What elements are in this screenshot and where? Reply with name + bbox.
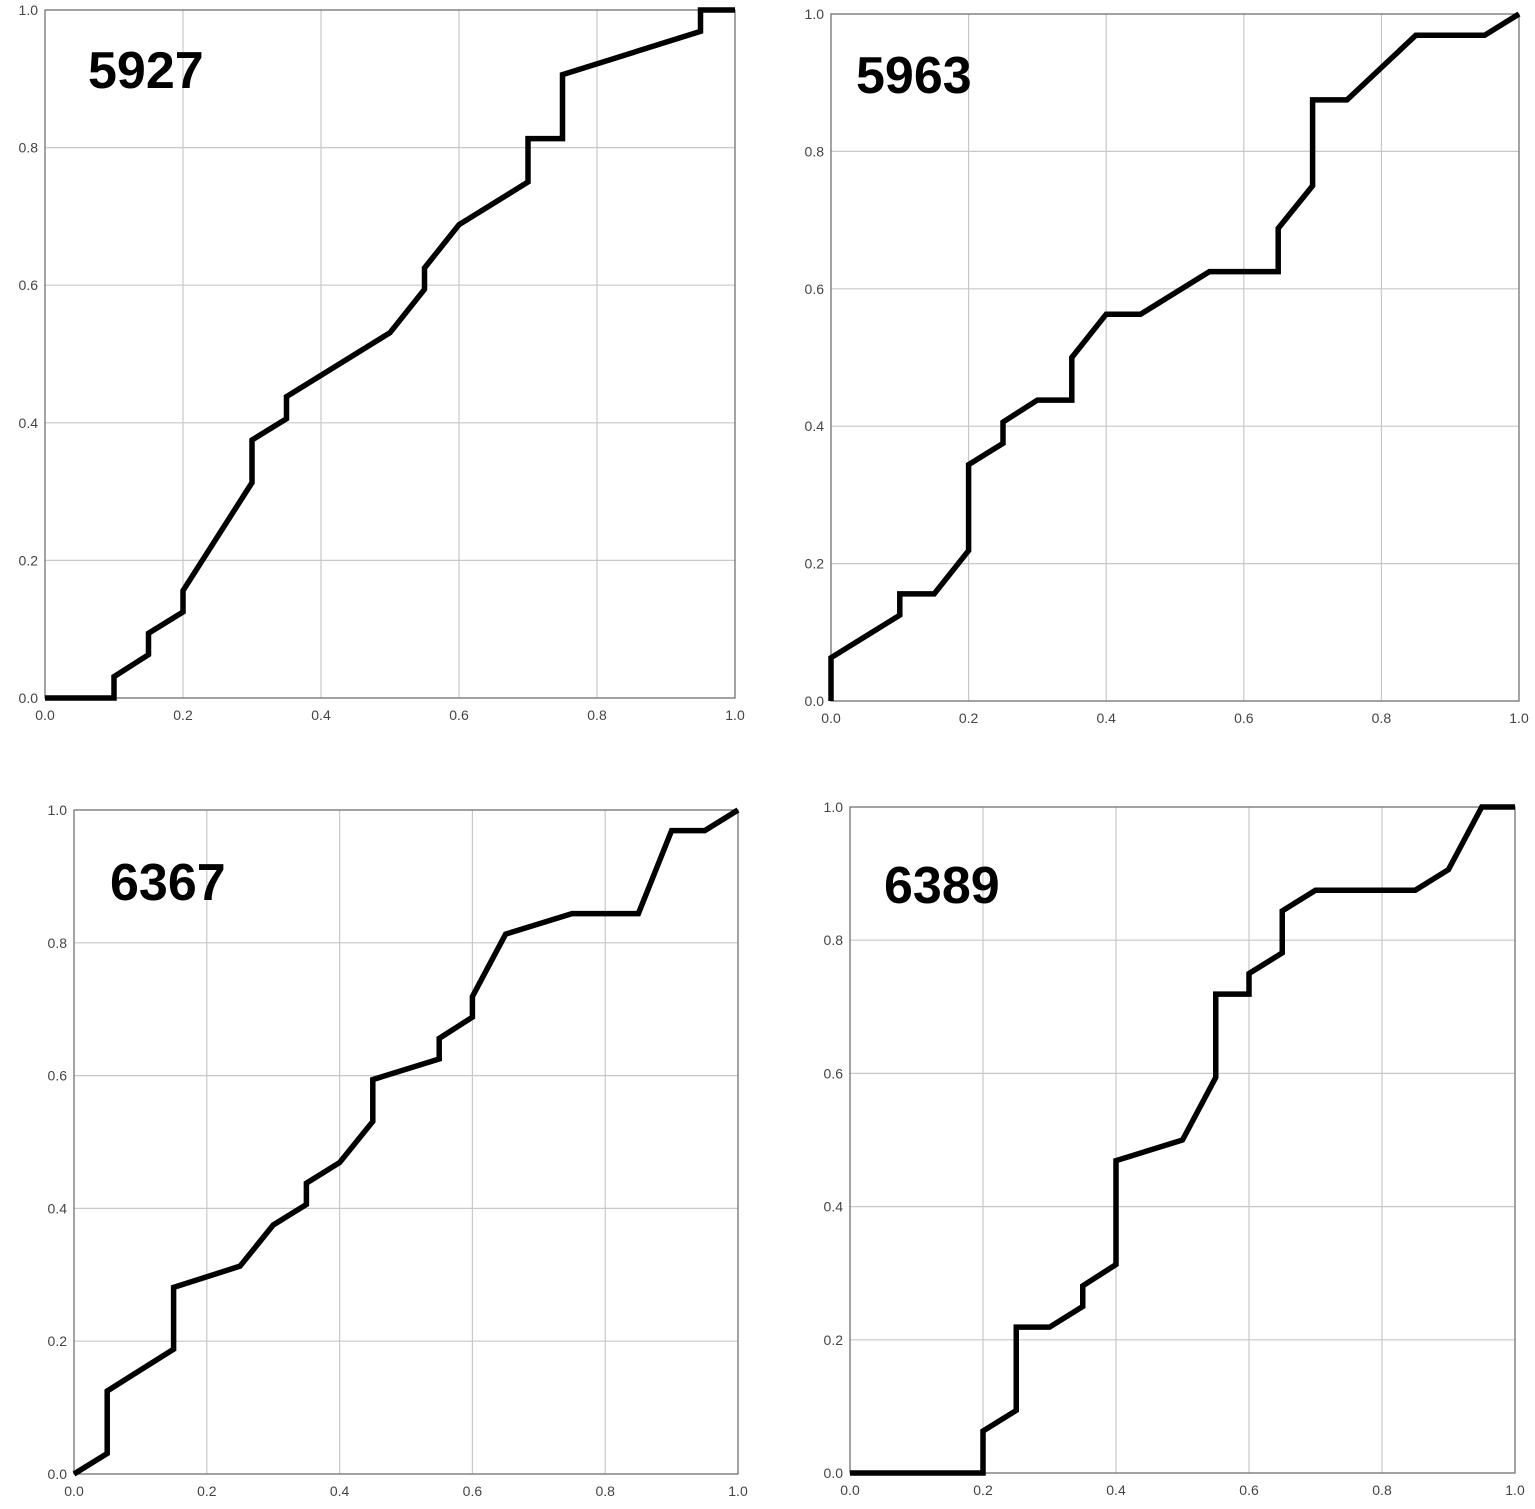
series-line — [850, 804, 1515, 1476]
y-tick-label: 0.0 — [48, 1466, 68, 1482]
x-tick-label: 1.0 — [725, 707, 745, 723]
y-tick-label: 0.6 — [48, 1068, 68, 1084]
y-tick-label: 0.4 — [19, 415, 39, 431]
x-tick-label: 0.6 — [449, 707, 469, 723]
y-tick-label: 0.6 — [805, 281, 825, 297]
y-tick-label: 0.0 — [824, 1465, 844, 1481]
x-tick-label: 0.8 — [587, 707, 607, 723]
chart-panel-3: 0.0 0.2 0.4 0.6 0.8 1.0 0.0 0.2 0.4 0.6 0.8 1.0 6367 — [48, 802, 748, 1499]
x-tick-label: 0.0 — [821, 710, 841, 726]
x-tick-label: 0.4 — [330, 1483, 350, 1499]
x-tick-label: 0.4 — [1106, 1482, 1126, 1498]
chart-panel-2: 0.0 0.2 0.4 0.6 0.8 1.0 0.0 0.2 0.4 0.6 0.8 1.0 5963 — [805, 6, 1529, 726]
x-tick-label: 1.0 — [1505, 1482, 1525, 1498]
y-tick-label: 0.4 — [824, 1199, 844, 1215]
y-tick-label: 1.0 — [48, 802, 68, 818]
plot-frame — [849, 806, 1516, 1474]
y-tick-label: 0.6 — [19, 277, 39, 293]
plot-frame — [44, 9, 736, 699]
y-tick-label: 1.0 — [805, 6, 825, 22]
x-tick-label: 0.0 — [64, 1483, 84, 1499]
y-tick-label: 0.2 — [48, 1333, 68, 1349]
y-tick-label: 0.4 — [805, 418, 825, 434]
x-tick-label: 0.6 — [1234, 710, 1254, 726]
x-tick-label: 0.0 — [35, 707, 55, 723]
x-tick-label: 0.0 — [840, 1482, 860, 1498]
x-tick-label: 0.8 — [1372, 1482, 1392, 1498]
y-tick-label: 0.2 — [19, 552, 39, 568]
x-tick-label: 0.2 — [173, 707, 193, 723]
plot-frame — [73, 809, 739, 1475]
y-tick-label: 0.8 — [824, 932, 844, 948]
y-tick-label: 0.8 — [48, 935, 68, 951]
chart-title: 5963 — [856, 47, 972, 105]
chart-title: 5927 — [88, 42, 204, 100]
series-line — [72, 807, 740, 1477]
y-tick-label: 0.6 — [824, 1065, 844, 1081]
y-tick-label: 0.0 — [19, 690, 39, 706]
x-tick-label: 0.4 — [311, 707, 331, 723]
x-tick-label: 0.8 — [595, 1483, 615, 1499]
y-tick-label: 0.2 — [805, 556, 825, 572]
y-tick-label: 0.2 — [824, 1332, 844, 1348]
x-tick-label: 0.2 — [197, 1483, 217, 1499]
chart-title: 6389 — [884, 857, 1000, 915]
series-line — [45, 7, 735, 701]
y-tick-label: 1.0 — [19, 2, 39, 18]
chart-panel-4: 0.0 0.2 0.4 0.6 0.8 1.0 0.0 0.2 0.4 0.6 0.8 1.0 6389 — [824, 799, 1525, 1498]
x-tick-label: 1.0 — [728, 1483, 748, 1499]
y-tick-label: 1.0 — [824, 799, 844, 815]
x-tick-label: 0.6 — [1239, 1482, 1259, 1498]
y-tick-label: 0.4 — [48, 1200, 68, 1216]
chart-title: 6367 — [110, 854, 226, 912]
x-tick-label: 1.0 — [1509, 710, 1529, 726]
plot-frame — [830, 13, 1520, 702]
x-tick-label: 0.2 — [973, 1482, 993, 1498]
y-tick-label: 0.8 — [19, 140, 39, 156]
x-tick-label: 0.4 — [1096, 710, 1116, 726]
x-tick-label: 0.2 — [959, 710, 979, 726]
y-tick-label: 0.0 — [805, 693, 825, 709]
x-tick-label: 0.6 — [463, 1483, 483, 1499]
x-tick-label: 0.8 — [1372, 710, 1392, 726]
chart-panel-1: 0.0 0.2 0.4 0.6 0.8 1.0 0.0 0.2 0.4 0.6 0.8 1.0 5927 — [19, 2, 745, 723]
y-tick-label: 0.8 — [805, 143, 825, 159]
series-line — [828, 11, 1521, 701]
